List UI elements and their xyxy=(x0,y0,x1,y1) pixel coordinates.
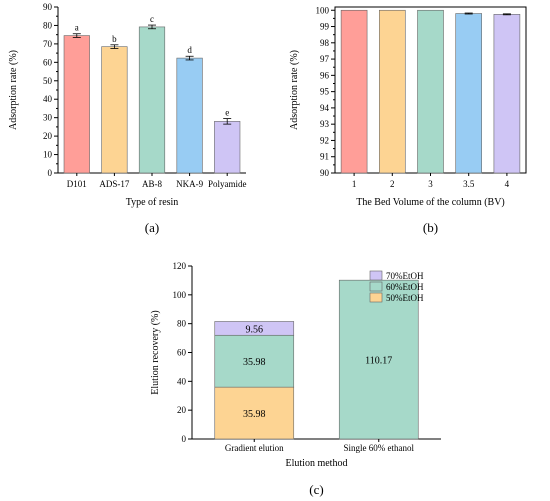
legend-swatch xyxy=(369,281,383,292)
chart-panel-a: 0 10 20 30 40 50 60 70 80 90 Adsorption rate (%) Ty… xyxy=(8,2,246,235)
bar xyxy=(176,57,203,174)
x-tick-label: Gradient elution xyxy=(225,443,284,453)
x-tick-label: 1 xyxy=(352,179,357,189)
stacked-bar-segment xyxy=(338,279,419,440)
significance-letter: a xyxy=(75,23,79,33)
data-label: 9.56 xyxy=(246,324,264,335)
panel-label: (b) xyxy=(423,220,438,235)
x-tick-label: 4 xyxy=(505,179,510,189)
significance-letter: b xyxy=(112,34,117,44)
y-tick-label: 91 xyxy=(320,152,329,162)
panel-label: (a) xyxy=(145,220,159,235)
panel-label: (c) xyxy=(309,482,323,497)
stacked-bar-segment xyxy=(214,321,295,336)
x-tick-label: 3 xyxy=(428,179,433,189)
x-axis-title: Type of resin xyxy=(126,197,179,208)
bar xyxy=(138,26,166,174)
y-tick-label: 40 xyxy=(43,94,53,104)
y-tick-label: 98 xyxy=(320,38,330,48)
y-tick-label: 80 xyxy=(43,20,53,30)
y-tick-label: 100 xyxy=(173,290,187,300)
y-axis-title: Adsorption rate (%) xyxy=(289,50,300,130)
y-tick-label: 80 xyxy=(177,319,187,329)
bar xyxy=(63,35,90,174)
x-axis-title: The Bed Volume of the column (BV) xyxy=(356,197,505,208)
y-tick-label: 96 xyxy=(320,70,330,80)
y-tick-label: 92 xyxy=(320,135,329,145)
y-tick-label: 97 xyxy=(320,54,330,64)
legend-label: 60%EtOH xyxy=(386,282,424,292)
bar xyxy=(214,121,241,174)
x-tick-label: D101 xyxy=(67,179,87,189)
legend-label: 50%EtOH xyxy=(386,293,424,303)
significance-letter: e xyxy=(225,108,229,118)
stacked-bar-segment xyxy=(214,334,295,388)
x-tick-label: 3.5 xyxy=(463,179,475,189)
y-tick-label: 94 xyxy=(320,103,330,113)
x-tick-label: ADS-17 xyxy=(99,179,130,189)
y-tick-label: 10 xyxy=(43,150,53,160)
y-tick-label: 90 xyxy=(320,168,330,178)
y-axis-title: Elution recovery (%) xyxy=(150,310,161,394)
significance-letter: d xyxy=(187,45,192,55)
y-tick-label: 60 xyxy=(43,57,53,67)
legend-swatch xyxy=(369,270,383,281)
x-tick-label: NKA-9 xyxy=(176,179,203,189)
bar xyxy=(379,9,406,174)
bar xyxy=(340,9,368,174)
y-tick-label: 50 xyxy=(43,76,53,86)
chart-panel-b: 90 91 92 93 94 95 96 97 98 99 100 Adsorption rate (… xyxy=(289,5,527,235)
data-label: 35.98 xyxy=(243,409,266,420)
y-tick-label: 20 xyxy=(43,131,53,141)
y-tick-label: 0 xyxy=(182,434,187,444)
y-tick-label: 90 xyxy=(43,2,53,12)
y-tick-label: 20 xyxy=(177,405,187,415)
y-tick-label: 95 xyxy=(320,87,330,97)
y-tick-label: 93 xyxy=(320,119,330,129)
x-tick-label: AB-8 xyxy=(142,179,162,189)
y-tick-label: 60 xyxy=(177,348,187,358)
y-axis-title: Adsorption rate (%) xyxy=(8,50,19,130)
bar xyxy=(417,9,444,174)
y-tick-label: 100 xyxy=(316,5,330,15)
y-tick-label: 120 xyxy=(173,261,187,271)
y-tick-label: 30 xyxy=(43,113,53,123)
bar xyxy=(455,13,482,174)
significance-letter: c xyxy=(150,14,154,24)
y-tick-label: 0 xyxy=(48,168,53,178)
legend-swatch xyxy=(369,292,383,303)
x-axis-title: Elution method xyxy=(286,458,348,469)
legend-label: 70%EtOH xyxy=(386,271,424,281)
chart-panel-c: 0 20 40 60 80 100 120 Elution recovery (%) Eluti… xyxy=(150,261,441,497)
x-tick-label: Single 60% ethanol xyxy=(344,443,415,453)
bar xyxy=(101,46,128,174)
bar xyxy=(493,14,521,174)
data-label: 110.17 xyxy=(365,356,392,367)
y-tick-label: 99 xyxy=(320,22,330,32)
x-tick-label: 2 xyxy=(390,179,395,189)
x-tick-label: Polyamide xyxy=(208,179,247,189)
data-label: 35.98 xyxy=(243,357,266,368)
y-tick-label: 40 xyxy=(177,376,187,386)
y-tick-label: 70 xyxy=(43,39,53,49)
